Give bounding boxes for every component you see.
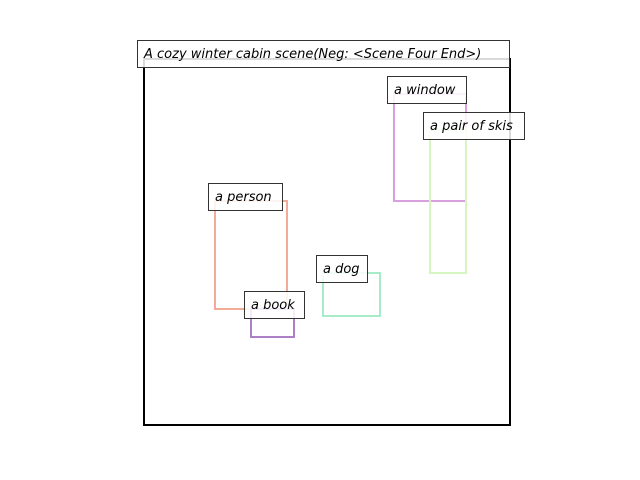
person-tag [208,183,283,211]
window-label: a window [394,83,456,98]
skis-label: a pair of skis [430,119,513,134]
book-tag [244,291,305,319]
scene-title: A cozy winter cabin scene(Neg: <Scene Fo… [143,47,481,62]
book-label: a book [251,298,295,313]
window-tag [387,76,467,104]
skis-tag [423,112,525,140]
dog-label: a dog [323,262,360,277]
person-label: a person [215,190,272,205]
dog-tag [316,255,368,283]
title-tag [137,40,510,68]
